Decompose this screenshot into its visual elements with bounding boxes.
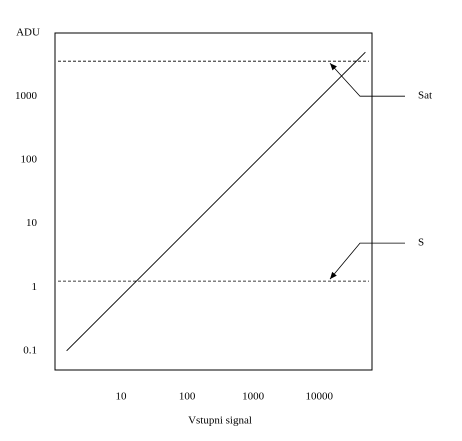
data-line	[66, 51, 366, 352]
annotation-label: S	[418, 237, 424, 249]
x-tick-label: 1000	[242, 391, 265, 403]
annotation-label: Sat	[418, 90, 432, 102]
y-tick-label: 1000	[15, 90, 38, 102]
y-axis-label: ADU	[16, 27, 40, 39]
annotation-arrow	[329, 62, 405, 97]
arrow-head	[330, 271, 337, 280]
plot-frame	[54, 32, 373, 371]
x-tick-label: 10000	[305, 391, 333, 403]
annotation-arrow	[329, 242, 405, 280]
arrow-head	[330, 63, 337, 71]
y-tick-label: 0.1	[23, 344, 37, 356]
x-tick-label: 10	[116, 391, 128, 403]
x-axis-label: Vstupni signal	[188, 415, 252, 427]
y-tick-label: 10	[26, 217, 38, 229]
y-tick-label: 1	[32, 281, 38, 293]
y-tick-label: 100	[21, 154, 38, 166]
x-tick-label: 100	[179, 391, 196, 403]
